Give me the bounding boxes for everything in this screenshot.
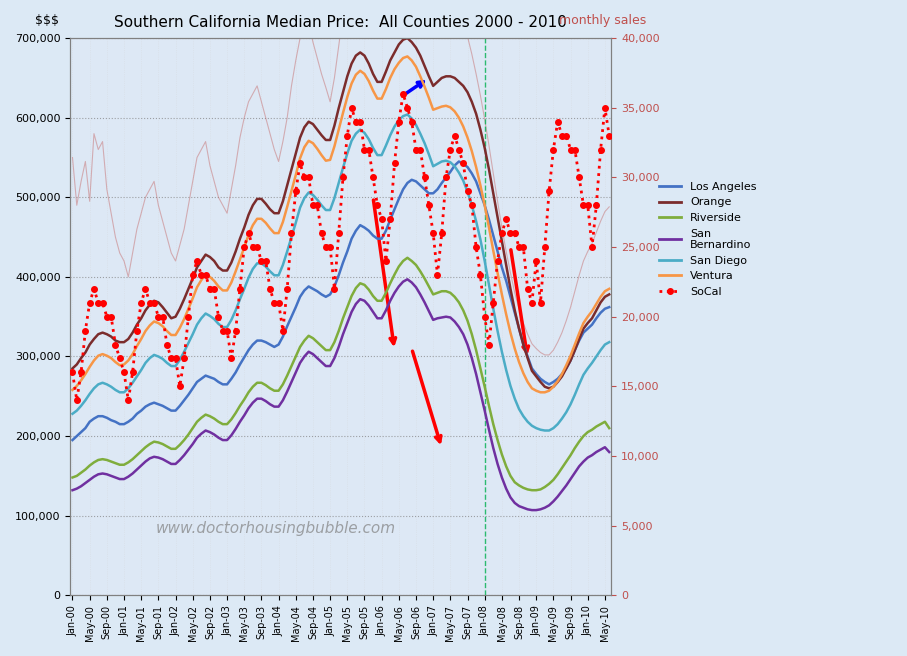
Orange [428, 82, 439, 90]
SoCal [325, 243, 336, 251]
Orange [397, 36, 408, 44]
San Diego [204, 312, 215, 320]
SoCal [209, 285, 219, 293]
Riverside [604, 424, 615, 432]
Orange [385, 56, 395, 64]
San Bernardino [204, 428, 215, 436]
Orange [604, 291, 615, 298]
Riverside [204, 412, 215, 420]
Text: $$$: $$$ [35, 14, 59, 27]
Line: SoCal: SoCal [70, 91, 612, 403]
Ventura [428, 106, 439, 113]
San Diego [102, 380, 112, 388]
San Diego [540, 426, 551, 434]
San Bernardino [102, 470, 112, 478]
Title: Southern California Median Price:  All Counties 2000 - 2010: Southern California Median Price: All Co… [114, 15, 567, 30]
Ventura [535, 388, 546, 396]
SoCal [397, 90, 408, 98]
Text: www.doctorhousingbubble.com: www.doctorhousingbubble.com [156, 521, 396, 536]
San Diego [397, 112, 408, 120]
Riverside [385, 279, 395, 287]
Ventura [402, 52, 413, 60]
Line: Orange: Orange [73, 38, 610, 388]
Ventura [67, 386, 78, 394]
Los Angeles [385, 216, 395, 224]
Riverside [428, 291, 439, 298]
SoCal [604, 132, 615, 140]
Ventura [102, 352, 112, 359]
Riverside [67, 474, 78, 482]
Orange [204, 253, 215, 261]
San Bernardino [402, 276, 413, 283]
SoCal [389, 159, 400, 167]
San Bernardino [397, 277, 408, 285]
San Bernardino [428, 316, 439, 324]
SoCal [72, 396, 83, 404]
Legend: Los Angeles, Orange, Riverside, San
Bernardino, San Diego, Ventura, SoCal: Los Angeles, Orange, Riverside, San Bern… [655, 177, 761, 301]
Line: Los Angeles: Los Angeles [73, 161, 610, 440]
Los Angeles [67, 436, 78, 444]
Los Angeles [397, 186, 408, 194]
Los Angeles [424, 190, 434, 197]
SoCal [106, 313, 117, 321]
Los Angeles [204, 373, 215, 381]
SoCal [432, 271, 443, 279]
Riverside [526, 486, 537, 494]
Los Angeles [604, 303, 615, 311]
Line: Ventura: Ventura [73, 56, 610, 392]
San Diego [385, 131, 395, 139]
Los Angeles [454, 157, 464, 165]
Orange [543, 384, 554, 392]
San Diego [67, 410, 78, 418]
Ventura [397, 54, 408, 62]
SoCal [406, 117, 417, 125]
San Bernardino [320, 362, 331, 370]
Riverside [320, 346, 331, 354]
Orange [102, 330, 112, 338]
Ventura [320, 157, 331, 165]
Orange [320, 136, 331, 144]
Los Angeles [102, 414, 112, 422]
San Diego [320, 206, 331, 214]
San Bernardino [526, 506, 537, 514]
Orange [67, 365, 78, 373]
Line: Riverside: Riverside [73, 258, 610, 490]
San Bernardino [67, 486, 78, 494]
Riverside [397, 257, 408, 265]
Riverside [102, 456, 112, 464]
Los Angeles [320, 293, 331, 300]
San Diego [402, 111, 413, 119]
Ventura [604, 285, 615, 293]
San Bernardino [604, 448, 615, 456]
Ventura [385, 74, 395, 82]
Riverside [402, 254, 413, 262]
San Bernardino [385, 297, 395, 304]
Line: San Diego: San Diego [73, 115, 610, 430]
San Diego [604, 338, 615, 346]
Line: San Bernardino: San Bernardino [73, 279, 610, 510]
SoCal [67, 369, 78, 377]
Orange [402, 34, 413, 42]
Ventura [204, 273, 215, 281]
Text: monthly sales: monthly sales [560, 14, 647, 27]
San Diego [428, 162, 439, 170]
